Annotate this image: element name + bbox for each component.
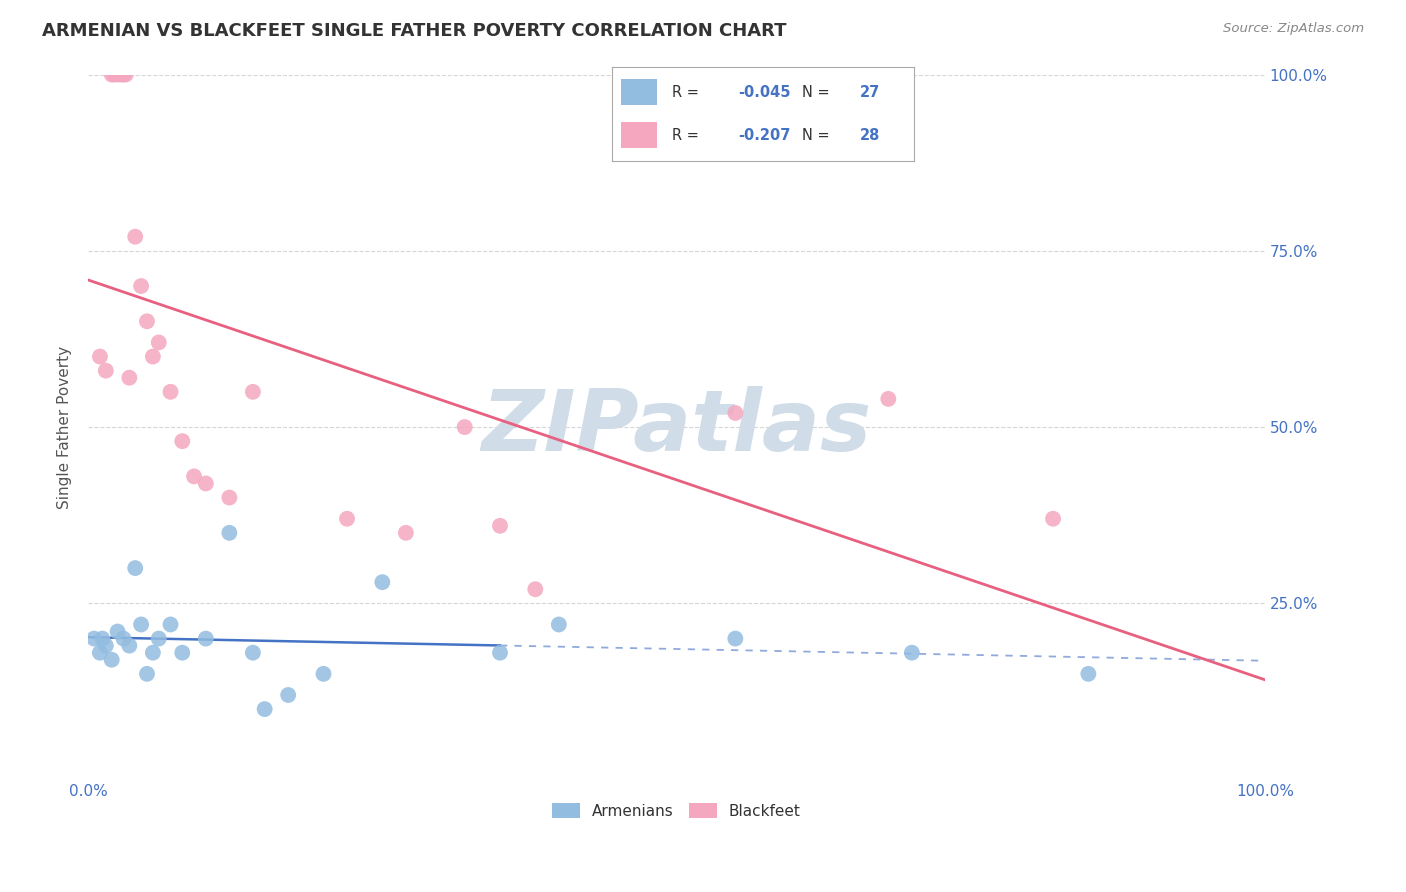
Point	[159, 384, 181, 399]
Point	[1077, 666, 1099, 681]
Point	[172, 434, 194, 449]
Point	[94, 364, 117, 378]
Text: 28: 28	[859, 128, 880, 143]
Point	[242, 646, 264, 660]
Point	[1042, 512, 1064, 526]
Text: -0.207: -0.207	[738, 128, 792, 143]
Point	[114, 68, 136, 82]
Point	[489, 518, 512, 533]
Text: N =: N =	[801, 85, 834, 100]
Point	[136, 666, 159, 681]
Point	[89, 646, 111, 660]
Point	[136, 314, 159, 328]
Point	[277, 688, 299, 702]
Point	[524, 582, 547, 597]
Point	[129, 617, 152, 632]
Point	[194, 632, 217, 646]
Point	[107, 624, 129, 639]
Text: ARMENIAN VS BLACKFEET SINGLE FATHER POVERTY CORRELATION CHART: ARMENIAN VS BLACKFEET SINGLE FATHER POVE…	[42, 22, 787, 40]
Legend: Armenians, Blackfeet: Armenians, Blackfeet	[546, 797, 807, 825]
Point	[489, 646, 512, 660]
Point	[91, 632, 114, 646]
Text: R =: R =	[672, 128, 703, 143]
Point	[183, 469, 205, 483]
Point	[148, 335, 170, 350]
Text: N =: N =	[801, 128, 834, 143]
Text: Source: ZipAtlas.com: Source: ZipAtlas.com	[1223, 22, 1364, 36]
Point	[454, 420, 477, 434]
Point	[371, 575, 394, 590]
Point	[118, 639, 141, 653]
Point	[159, 617, 181, 632]
FancyBboxPatch shape	[620, 122, 657, 148]
Point	[724, 406, 747, 420]
Point	[253, 702, 276, 716]
Text: ZIPatlas: ZIPatlas	[481, 385, 872, 468]
Point	[312, 666, 335, 681]
Point	[89, 350, 111, 364]
Point	[172, 646, 194, 660]
Point	[100, 653, 122, 667]
Text: 27: 27	[859, 85, 880, 100]
Point	[724, 632, 747, 646]
Point	[124, 229, 146, 244]
Point	[124, 561, 146, 575]
Point	[100, 68, 122, 82]
Text: -0.045: -0.045	[738, 85, 792, 100]
Point	[336, 512, 359, 526]
Point	[112, 68, 135, 82]
Point	[218, 491, 240, 505]
Point	[112, 632, 135, 646]
Point	[103, 68, 125, 82]
Point	[218, 525, 240, 540]
Point	[148, 632, 170, 646]
Point	[142, 646, 165, 660]
Point	[901, 646, 924, 660]
Point	[118, 370, 141, 384]
Text: R =: R =	[672, 85, 703, 100]
Point	[107, 68, 129, 82]
Point	[395, 525, 418, 540]
FancyBboxPatch shape	[620, 79, 657, 105]
Point	[242, 384, 264, 399]
Y-axis label: Single Father Poverty: Single Father Poverty	[58, 345, 72, 508]
Point	[83, 632, 105, 646]
Point	[129, 279, 152, 293]
Point	[110, 68, 132, 82]
Point	[547, 617, 569, 632]
Point	[877, 392, 900, 406]
Point	[142, 350, 165, 364]
Point	[194, 476, 217, 491]
Point	[94, 639, 117, 653]
